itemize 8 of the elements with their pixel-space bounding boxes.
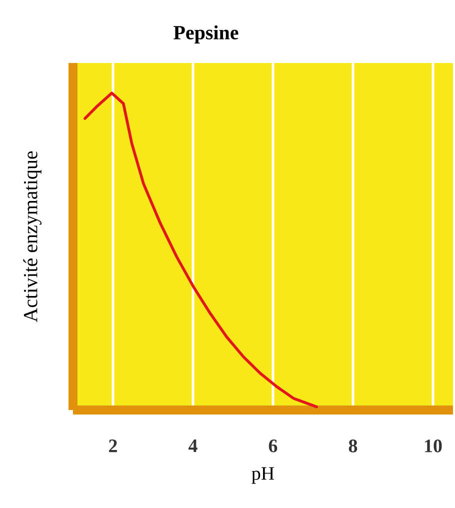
x-tick-label: 4: [188, 440, 198, 452]
x-tick-label: 8: [348, 440, 358, 452]
x-axis-title: pH: [252, 467, 274, 484]
x-tick-label: 10: [425, 440, 442, 452]
y-axis-title: Activité enzymatique: [23, 151, 42, 322]
x-tick-label: 2: [109, 440, 117, 452]
chart-title: Pepsine: [174, 25, 238, 44]
x-tick-label: 6: [268, 440, 278, 452]
